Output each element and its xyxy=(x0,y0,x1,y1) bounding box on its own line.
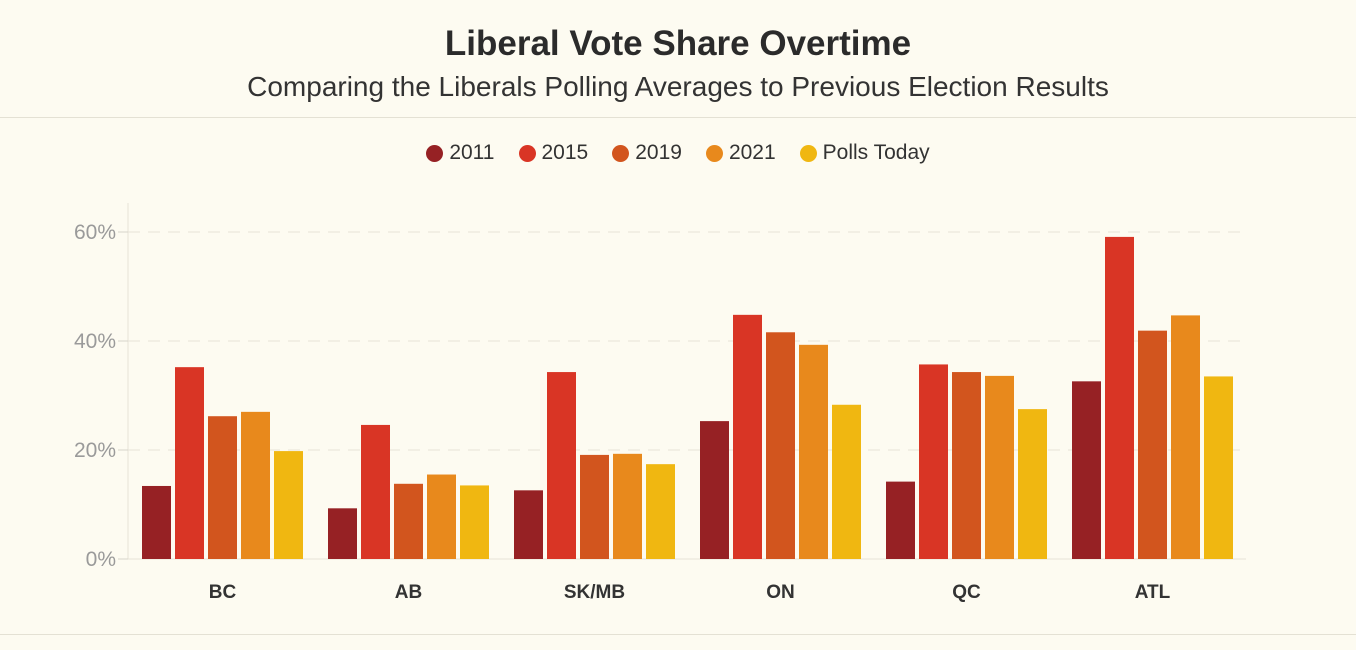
legend-item[interactable]: Polls Today xyxy=(799,141,930,165)
legend-item[interactable]: 2019 xyxy=(612,141,682,165)
legend-swatch xyxy=(426,144,444,162)
chart-title: Liberal Vote Share Overtime xyxy=(444,24,912,63)
bar-bc-2015 xyxy=(175,367,204,559)
legend-label: 2021 xyxy=(728,141,776,164)
x-category-label: QC xyxy=(952,582,981,603)
y-tick-label: 40% xyxy=(74,330,116,353)
bar-qc-2019 xyxy=(952,372,981,559)
bar-on-2019 xyxy=(766,332,795,559)
x-category-label: ATL xyxy=(1135,582,1171,603)
bar-qc-2011 xyxy=(886,481,915,559)
bar-on-2015 xyxy=(733,314,762,559)
footer-divider xyxy=(0,634,1356,635)
bar-ab-polls-today xyxy=(460,485,489,559)
legend-label: Polls Today xyxy=(822,141,930,164)
y-tick-label: 0% xyxy=(86,548,116,571)
x-category-label: ON xyxy=(766,582,795,603)
legend-item[interactable]: 2011 xyxy=(426,141,495,165)
x-category-label: BC xyxy=(209,582,237,603)
bar-sk-mb-2011 xyxy=(514,490,543,559)
bar-ab-2021 xyxy=(427,474,456,559)
chart-legend: 2011 2015 2019 2021 Polls Today xyxy=(0,141,1356,165)
bar-ab-2011 xyxy=(328,508,357,559)
bar-on-2011 xyxy=(700,421,729,559)
bar-ab-2015 xyxy=(361,424,390,559)
bar-atl-polls-today xyxy=(1204,376,1233,559)
bar-sk-mb-2019 xyxy=(580,454,609,559)
bar-qc-2015 xyxy=(919,364,948,559)
chart-header: Liberal Vote Share Overtime Comparing th… xyxy=(0,0,1356,118)
bar-atl-2015 xyxy=(1105,236,1134,559)
x-category-label: SK/MB xyxy=(564,582,625,603)
bar-atl-2021 xyxy=(1171,315,1200,559)
chart-subtitle: Comparing the Liberals Polling Averages … xyxy=(247,71,1109,102)
bar-bc-polls-today xyxy=(274,451,303,559)
bar-sk-mb-2015 xyxy=(547,372,576,559)
legend-label: 2015 xyxy=(541,141,589,164)
bar-bc-2019 xyxy=(208,416,237,559)
legend-label: 2011 xyxy=(449,141,495,164)
bar-sk-mb-2021 xyxy=(613,453,642,559)
legend-swatch xyxy=(705,144,723,162)
x-category-label: AB xyxy=(395,582,422,603)
bar-on-2021 xyxy=(799,344,828,559)
bar-ab-2019 xyxy=(394,483,423,559)
legend-swatch xyxy=(799,144,817,162)
bar-bc-2021 xyxy=(241,411,270,559)
bar-bc-2011 xyxy=(142,485,171,559)
y-tick-label: 20% xyxy=(74,439,116,462)
legend-swatch xyxy=(612,144,630,162)
y-tick-label: 60% xyxy=(74,221,116,244)
bar-sk-mb-polls-today xyxy=(646,464,675,559)
bar-atl-2011 xyxy=(1072,381,1101,559)
legend-label: 2019 xyxy=(635,141,682,164)
legend-swatch xyxy=(518,144,536,162)
bar-atl-2019 xyxy=(1138,330,1167,559)
legend-item[interactable]: 2015 xyxy=(518,141,589,165)
legend-item[interactable]: 2021 xyxy=(705,141,776,165)
bar-qc-polls-today xyxy=(1018,409,1047,559)
bar-qc-2021 xyxy=(985,375,1014,559)
bar-on-polls-today xyxy=(832,404,861,559)
